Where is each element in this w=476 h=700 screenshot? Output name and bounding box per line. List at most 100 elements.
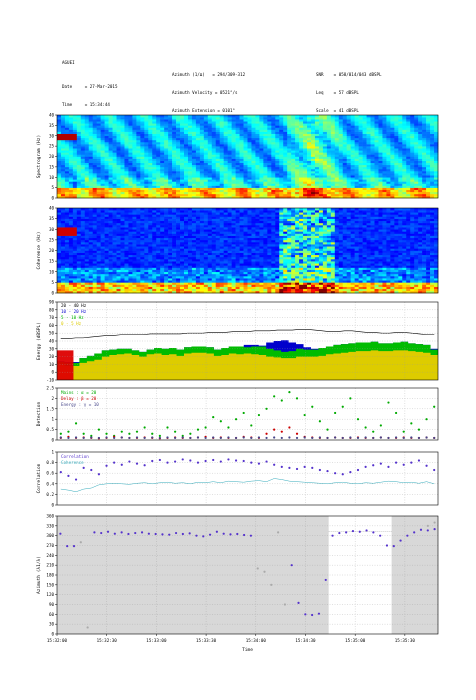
- panel-1-cell: [72, 259, 78, 262]
- panel-0-cell: [378, 164, 383, 168]
- panel-0-cell: [120, 119, 125, 122]
- panel-1-cell: [140, 244, 145, 247]
- panel-0-cell: [219, 185, 224, 188]
- panel-0-cell: [354, 148, 359, 151]
- panel-1-cell: [120, 235, 125, 239]
- panel-0-cell: [140, 195, 145, 199]
- panel-1-cell: [116, 256, 121, 260]
- panel-0-cell: [314, 131, 320, 134]
- panel-1-cell: [72, 218, 78, 222]
- panel-1-cell: [108, 242, 113, 245]
- panel-1-cell: [104, 218, 109, 222]
- panel-0-cell: [307, 189, 312, 193]
- panel-1-cell: [140, 222, 145, 226]
- panel-0-cell: [120, 148, 125, 151]
- panel-0-cell: [243, 189, 248, 193]
- panel-1-cell: [84, 254, 90, 258]
- panel-0-cell: [346, 173, 351, 176]
- panel-0-cell: [283, 177, 288, 180]
- panel-0-cell: [227, 131, 232, 134]
- panel-0-cell: [275, 177, 280, 180]
- panel-0-cell: [88, 135, 94, 139]
- panel-0-cell: [187, 189, 193, 193]
- panel-0-cell: [318, 127, 324, 130]
- panel-1-cell: [60, 220, 66, 224]
- panel-0-cell: [104, 179, 109, 182]
- panel-1-cell: [76, 246, 82, 249]
- panel-0-cell: [291, 121, 296, 124]
- panel-0-cell: [180, 154, 185, 157]
- panel-0-cell: [176, 158, 181, 161]
- panel-0-cell: [60, 164, 66, 168]
- panel-0-cell: [156, 150, 161, 153]
- panel-0-cell: [314, 127, 320, 130]
- panel-0-cell: [231, 115, 236, 118]
- panel-0-cell: [184, 189, 189, 193]
- panel-0-cell: [390, 131, 395, 134]
- panel-1-cell: [96, 208, 101, 211]
- panel-0-cell: [219, 195, 224, 199]
- panel-0-cell: [271, 191, 276, 195]
- panel-0-cell: [338, 150, 344, 153]
- panel-1-cell: [164, 222, 169, 226]
- panel-1-cell: [57, 259, 62, 262]
- panel-1-cell: [92, 231, 97, 234]
- panel-0-cell: [60, 137, 66, 141]
- panel-1-cell: [120, 244, 125, 247]
- panel-0-cell: [88, 185, 94, 188]
- panel-0-cell: [434, 117, 439, 120]
- panel-0-cell: [366, 139, 371, 143]
- panel-1-cell: [128, 259, 133, 262]
- panel-0-cell: [195, 195, 201, 199]
- panel-1-cell: [80, 208, 86, 211]
- panel-0-cell: [88, 164, 94, 168]
- panel-1-cell: [128, 233, 133, 236]
- panel-0-cell: [370, 191, 375, 195]
- panel-0-cell: [164, 187, 169, 190]
- panel-0-cell: [207, 189, 213, 193]
- panel-0-cell: [434, 129, 439, 132]
- panel-0-cell: [434, 181, 439, 184]
- panel-1-cell: [100, 231, 105, 234]
- panel-0-cell: [176, 121, 181, 124]
- panel-1-cell: [84, 267, 90, 270]
- panel-0-cell: [84, 154, 90, 157]
- panel-0-cell: [144, 187, 149, 190]
- panel-0-cell: [176, 195, 181, 199]
- panel-0-cell: [184, 150, 189, 153]
- panel-1-cell: [132, 214, 137, 217]
- panel-0-cell: [334, 166, 340, 170]
- panel-1-cell: [60, 229, 66, 232]
- panel-0-cell: [132, 162, 137, 166]
- panel-1-cell: [120, 261, 125, 264]
- panel-0-cell: [116, 164, 121, 168]
- panel-0-cell: [227, 141, 232, 145]
- panel-1-cell: [68, 220, 74, 224]
- panel-0-cell: [199, 164, 205, 168]
- panel-0-cell: [136, 152, 141, 155]
- panel-0-cell: [307, 115, 312, 118]
- panel-1-cell: [132, 273, 137, 277]
- panel-0-cell: [136, 168, 141, 172]
- panel-0-cell: [215, 179, 221, 182]
- panel-0-cell: [299, 144, 304, 147]
- panel-0-cell: [390, 152, 395, 155]
- panel-0-cell: [156, 193, 161, 197]
- panel-0-cell: [92, 187, 97, 190]
- panel-1-cell: [57, 222, 62, 226]
- panel-0-cell: [96, 158, 101, 161]
- panel-0-cell: [172, 127, 177, 130]
- panel-0-cell: [104, 127, 109, 130]
- panel-0-cell: [362, 179, 367, 182]
- panel-0-cell: [195, 168, 201, 172]
- panel-0-cell: [132, 121, 137, 124]
- panel-0-cell: [172, 191, 177, 195]
- panel-0-cell: [219, 133, 224, 137]
- panel-0-cell: [235, 121, 240, 124]
- panel-0-cell: [184, 115, 189, 118]
- panel-0-cell: [287, 187, 292, 190]
- panel-0-cell: [108, 160, 113, 164]
- panel-0-cell: [136, 141, 141, 145]
- panel-0-cell: [390, 193, 395, 197]
- panel-0-cell: [430, 156, 435, 159]
